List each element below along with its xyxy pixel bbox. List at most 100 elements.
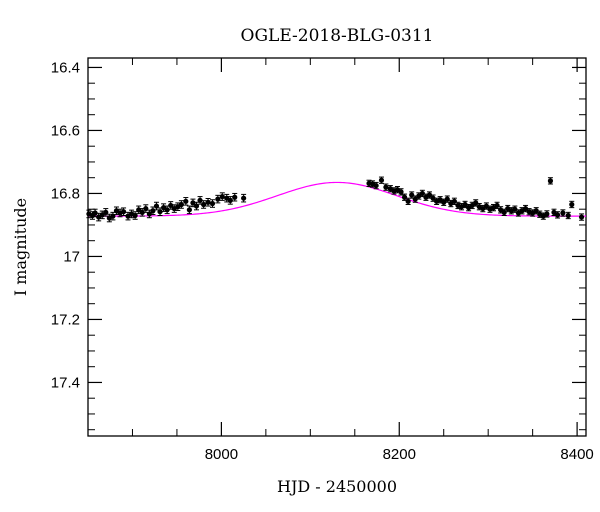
plot-area: 8000 8200 8400 16.4 16.6 16.8 17 17.2 17.4 <box>51 57 594 463</box>
data-marker <box>441 199 447 205</box>
axis-ticks <box>87 58 586 436</box>
data-marker <box>168 202 174 209</box>
y-tick-label: 17.2 <box>51 311 80 328</box>
data-marker <box>190 200 196 206</box>
data-marker <box>241 195 247 201</box>
data-marker <box>533 208 539 214</box>
x-axis-label: HJD - 2450000 <box>277 477 397 496</box>
data-marker <box>473 200 479 206</box>
data-marker <box>183 198 189 204</box>
data-point <box>483 202 489 210</box>
data-point <box>560 209 566 217</box>
data-marker <box>120 209 127 215</box>
data-marker <box>157 209 163 215</box>
data-point <box>209 199 216 208</box>
plot-frame <box>87 57 587 437</box>
data-marker <box>132 212 138 219</box>
data-marker <box>209 200 216 207</box>
data-point <box>569 200 575 209</box>
data-marker <box>197 197 203 203</box>
data-marker <box>227 197 233 203</box>
data-point <box>171 204 177 213</box>
data-point <box>193 201 200 211</box>
axis-tick-labels: 8000 8200 8400 16.4 16.6 16.8 17 17.2 17.4 <box>51 59 594 463</box>
data-point <box>441 198 447 206</box>
data-point <box>227 196 233 205</box>
data-marker <box>178 201 184 208</box>
data-marker <box>569 201 575 208</box>
data-marker <box>186 207 192 213</box>
y-axis-label: I magnitude <box>11 198 30 296</box>
data-marker <box>373 182 379 189</box>
data-marker <box>153 203 160 209</box>
data-point <box>153 201 160 211</box>
data-point <box>547 177 554 185</box>
data-point <box>201 200 207 209</box>
y-tick-label: 16.6 <box>51 122 80 139</box>
data-marker <box>544 211 550 217</box>
data-point <box>373 181 379 190</box>
data-marker <box>554 212 561 218</box>
data-marker <box>205 199 211 205</box>
data-point <box>92 208 98 218</box>
data-marker <box>139 209 145 215</box>
data-point <box>132 211 138 220</box>
data-marker <box>560 210 566 216</box>
data-marker <box>462 201 468 208</box>
x-tick-label: 8000 <box>205 446 238 463</box>
data-marker <box>405 198 411 204</box>
data-marker <box>232 194 238 200</box>
data-marker <box>483 203 489 209</box>
data-marker <box>512 206 518 212</box>
data-marker <box>103 209 109 215</box>
y-tick-label: 16.8 <box>51 185 80 202</box>
data-marker <box>201 201 207 208</box>
y-tick-label: 17.4 <box>51 374 80 391</box>
chart-title: OGLE-2018-BLG-0311 <box>241 26 434 46</box>
data-marker <box>426 192 433 198</box>
data-marker <box>92 210 98 216</box>
data-marker <box>219 194 225 200</box>
data-marker <box>401 194 408 200</box>
data-marker <box>501 209 507 215</box>
x-tick-label: 8400 <box>560 446 593 463</box>
data-marker <box>378 177 385 183</box>
data-point <box>522 204 529 213</box>
data-point <box>186 205 192 215</box>
x-tick-label: 8200 <box>383 446 416 463</box>
data-point <box>554 211 561 219</box>
data-marker <box>193 203 200 209</box>
data-point <box>366 179 372 188</box>
data-point <box>120 207 127 216</box>
data-marker <box>451 198 457 204</box>
data-marker <box>547 178 554 184</box>
data-marker <box>412 196 418 202</box>
data-marker <box>522 205 529 212</box>
y-tick-label: 17 <box>63 248 80 265</box>
data-point <box>512 205 518 213</box>
data-marker <box>565 212 571 219</box>
data-marker <box>444 196 450 202</box>
data-marker <box>578 214 585 220</box>
data-point <box>241 193 247 203</box>
data-point <box>219 192 225 201</box>
data-point <box>398 188 404 196</box>
data-point <box>178 200 184 209</box>
data-point <box>128 209 135 219</box>
data-point <box>232 192 238 202</box>
data-point <box>183 197 189 206</box>
data-point <box>378 176 385 184</box>
data-marker <box>215 196 221 202</box>
data-point <box>205 197 211 207</box>
data-point <box>103 208 109 217</box>
data-point <box>215 194 221 204</box>
data-point <box>383 183 389 191</box>
data-marker <box>398 189 404 195</box>
data-point <box>544 210 550 218</box>
data-marker <box>383 184 389 190</box>
data-marker <box>430 195 436 201</box>
data-marker <box>494 202 500 209</box>
y-tick-label: 16.4 <box>51 59 80 76</box>
data-marker <box>419 190 425 197</box>
